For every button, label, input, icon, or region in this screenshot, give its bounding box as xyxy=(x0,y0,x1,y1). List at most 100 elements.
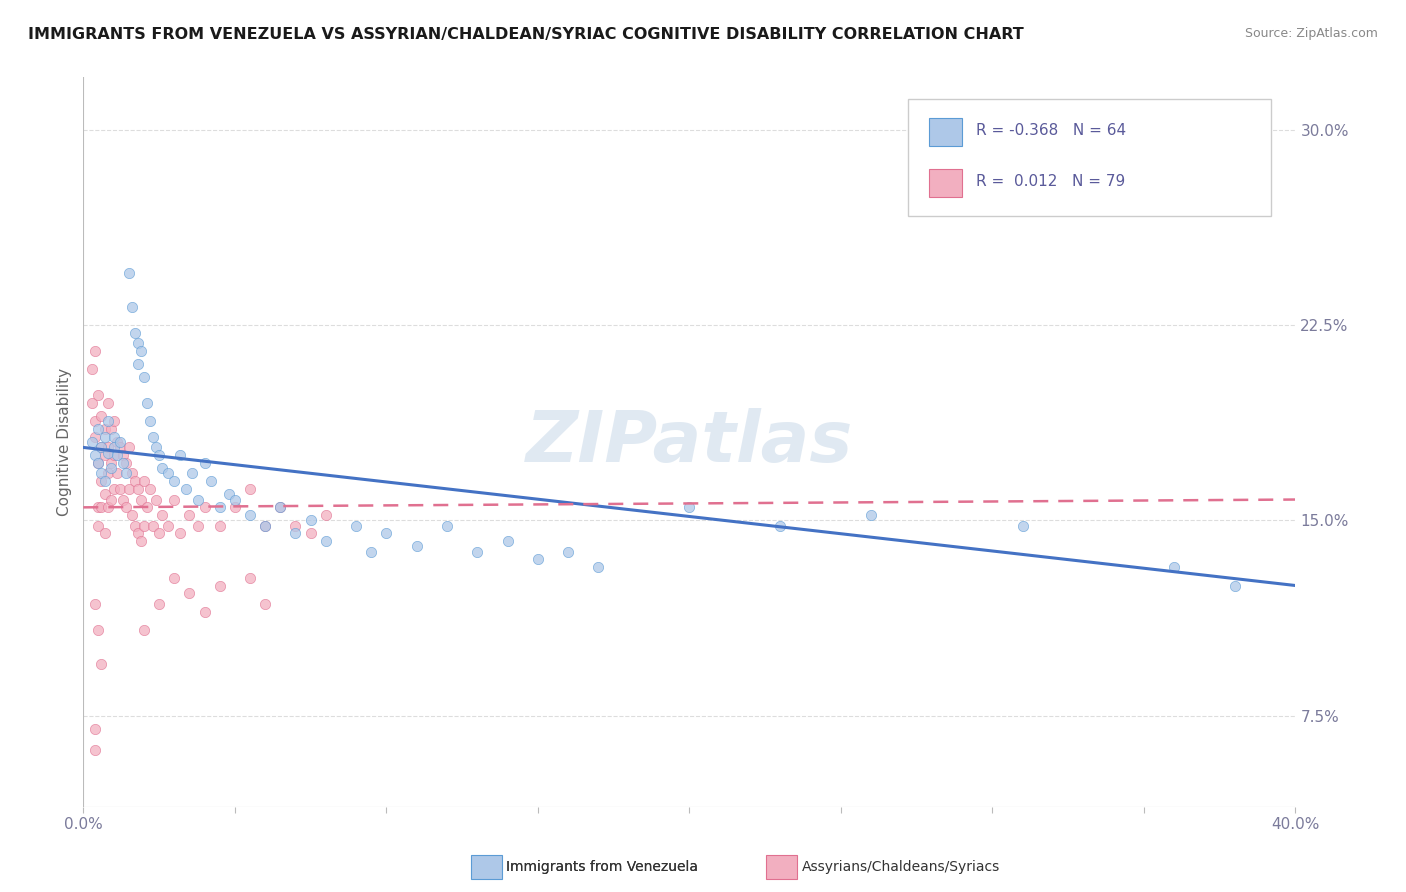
Point xyxy=(100,422,122,436)
Point xyxy=(84,722,107,736)
Point xyxy=(132,475,155,489)
Point xyxy=(200,475,222,489)
Point xyxy=(84,430,107,444)
Text: ZIPatlas: ZIPatlas xyxy=(526,408,853,476)
Point xyxy=(132,518,155,533)
Point xyxy=(87,456,110,470)
Point xyxy=(90,441,112,455)
Point xyxy=(105,467,128,481)
Point xyxy=(96,396,118,410)
Point xyxy=(100,492,122,507)
Point xyxy=(114,456,136,470)
Point xyxy=(193,456,215,470)
Point xyxy=(103,448,125,462)
Point xyxy=(239,482,262,496)
Point xyxy=(187,518,209,533)
Point xyxy=(132,623,155,637)
Point xyxy=(121,300,143,314)
Point xyxy=(315,534,337,549)
Point xyxy=(114,467,136,481)
Point xyxy=(100,461,122,475)
Point xyxy=(108,435,131,450)
Point xyxy=(496,534,519,549)
Point xyxy=(96,445,118,459)
Point xyxy=(136,396,159,410)
Point xyxy=(84,742,107,756)
Point xyxy=(179,586,201,600)
Point xyxy=(239,508,262,523)
Point xyxy=(103,441,125,455)
Point xyxy=(124,326,146,340)
Point xyxy=(108,441,131,455)
Point xyxy=(127,357,149,371)
Point xyxy=(129,534,152,549)
Point xyxy=(163,571,186,585)
Point xyxy=(90,657,112,671)
Point xyxy=(111,448,134,462)
Point xyxy=(157,518,180,533)
Point xyxy=(87,518,110,533)
Point xyxy=(87,500,110,515)
Point xyxy=(114,500,136,515)
Point xyxy=(96,441,118,455)
Point xyxy=(950,187,973,202)
Point xyxy=(193,605,215,619)
Point xyxy=(375,526,398,541)
Point xyxy=(96,500,118,515)
Point xyxy=(254,518,277,533)
Point xyxy=(769,518,792,533)
Point xyxy=(148,597,170,611)
Point xyxy=(148,526,170,541)
Point xyxy=(84,597,107,611)
Point xyxy=(148,448,170,462)
Point xyxy=(108,482,131,496)
Point xyxy=(187,492,209,507)
Point xyxy=(527,552,550,566)
Point xyxy=(132,370,155,384)
Point xyxy=(124,475,146,489)
Text: ▪: ▪ xyxy=(481,853,499,881)
Point xyxy=(136,500,159,515)
Point xyxy=(124,518,146,533)
Point xyxy=(284,518,307,533)
Point xyxy=(181,467,204,481)
Point xyxy=(90,500,112,515)
Point xyxy=(1223,578,1246,592)
Point xyxy=(269,500,291,515)
Point xyxy=(129,344,152,359)
Point xyxy=(344,518,367,533)
Point xyxy=(254,597,277,611)
Point xyxy=(284,526,307,541)
Point xyxy=(93,475,115,489)
Point xyxy=(1011,518,1033,533)
Point xyxy=(218,487,240,501)
Point xyxy=(139,414,162,428)
Point xyxy=(208,500,231,515)
FancyBboxPatch shape xyxy=(907,99,1271,216)
Point xyxy=(315,508,337,523)
Point xyxy=(87,456,110,470)
Point xyxy=(299,526,322,541)
Point xyxy=(111,492,134,507)
Point xyxy=(103,430,125,444)
Point xyxy=(157,467,180,481)
Point xyxy=(169,448,191,462)
Text: R =  0.012   N = 79: R = 0.012 N = 79 xyxy=(976,174,1125,189)
Point xyxy=(111,456,134,470)
Point xyxy=(465,544,488,558)
Point xyxy=(84,344,107,359)
Point xyxy=(224,492,246,507)
Point xyxy=(208,518,231,533)
Point xyxy=(150,461,173,475)
Point xyxy=(163,492,186,507)
Text: Source: ZipAtlas.com: Source: ZipAtlas.com xyxy=(1244,27,1378,40)
Point xyxy=(142,430,165,444)
Point xyxy=(193,500,215,515)
Point xyxy=(142,518,165,533)
Point xyxy=(87,422,110,436)
Point xyxy=(82,435,104,450)
Point xyxy=(299,513,322,527)
Point xyxy=(127,336,149,351)
Point xyxy=(118,441,141,455)
Point xyxy=(127,526,149,541)
